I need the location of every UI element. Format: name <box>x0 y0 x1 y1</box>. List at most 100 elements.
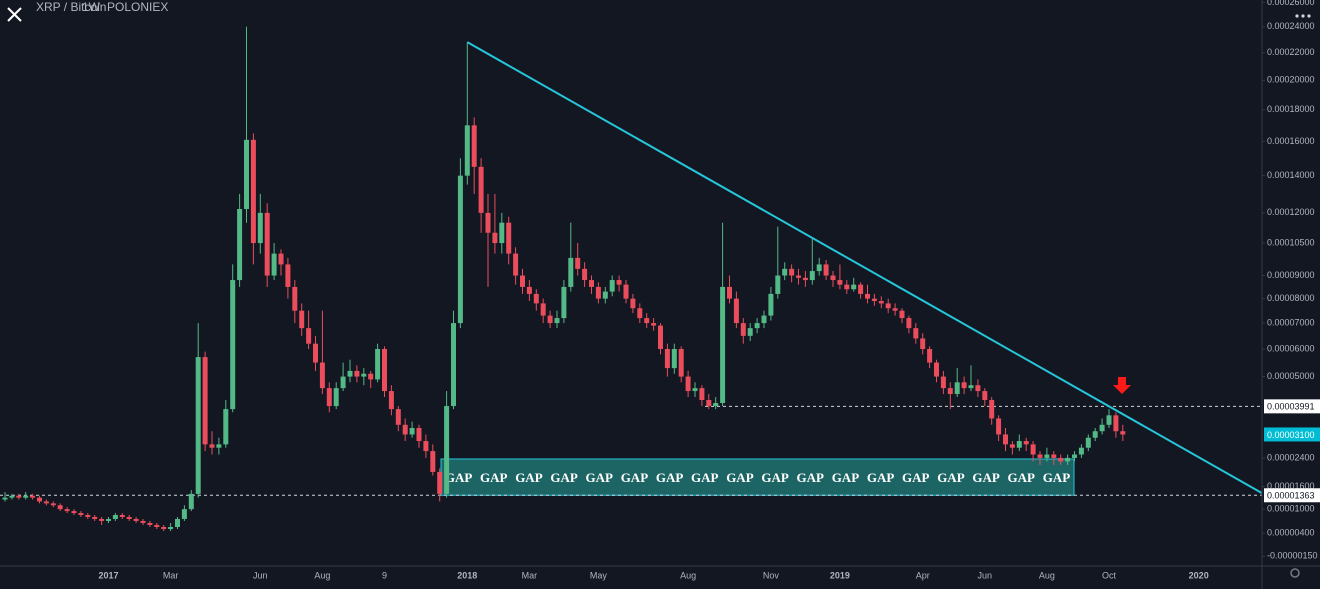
candle-body <box>1113 415 1119 432</box>
gap-label: GAP <box>797 470 825 485</box>
close-button[interactable] <box>7 7 22 22</box>
candle-body <box>140 520 146 523</box>
gap-label: GAP <box>1008 470 1036 485</box>
candle-body <box>727 286 732 299</box>
close-icon <box>7 7 22 22</box>
candle-body <box>112 515 118 519</box>
candle-body <box>996 418 1002 435</box>
candle-body <box>319 362 325 389</box>
x-tick-label: Jun <box>978 570 993 580</box>
candle-body <box>547 315 553 324</box>
candle-body <box>175 518 180 527</box>
menu-dot <box>1301 14 1305 18</box>
candle-body <box>1016 441 1022 448</box>
candle-body <box>326 388 332 407</box>
candle-body <box>1099 424 1105 432</box>
candle-body <box>423 441 429 452</box>
candle-body <box>816 264 822 272</box>
candle-body <box>99 518 105 521</box>
candle-body <box>237 209 243 281</box>
x-tick-label: Apr <box>916 570 930 580</box>
candle-body <box>368 373 374 380</box>
candle-body <box>85 515 91 517</box>
candle-body <box>1030 444 1036 455</box>
candle-body <box>947 388 953 395</box>
candle-body <box>575 257 581 269</box>
candle-body <box>106 518 111 521</box>
candle-body <box>209 444 215 448</box>
candle-body <box>30 495 36 498</box>
price-label: 0.00001363 <box>1267 491 1315 501</box>
candle-body <box>699 388 705 401</box>
price-label-box <box>1264 488 1320 503</box>
candle-body <box>37 497 42 502</box>
menu-button[interactable] <box>1295 14 1311 18</box>
candle-body <box>1120 431 1126 435</box>
candle-body <box>892 308 898 311</box>
gap-label: GAP <box>691 470 719 485</box>
gap-label: GAP <box>937 470 965 485</box>
candle-body <box>796 275 801 278</box>
candle-body <box>878 301 884 304</box>
candle-body <box>658 325 663 349</box>
down-arrow <box>1113 377 1131 394</box>
settings-button[interactable] <box>1290 568 1300 578</box>
candle-body <box>471 125 477 167</box>
y-tick-label: 0.00001000 <box>1267 504 1315 514</box>
gap-label: GAP <box>586 470 614 485</box>
menu-dot <box>1295 14 1299 18</box>
x-tick-label: 2020 <box>1189 570 1209 580</box>
candle-body <box>437 471 443 494</box>
candle-body <box>899 310 905 319</box>
candle-body <box>264 212 270 276</box>
candle-body <box>706 400 712 407</box>
candle-body <box>540 303 546 316</box>
candle-body <box>823 264 829 276</box>
y-tick-label: 0.00002400 <box>1267 452 1315 462</box>
candle-body <box>409 427 415 435</box>
candle-body <box>181 509 187 519</box>
candle-body <box>713 403 719 407</box>
candle-body <box>513 253 519 276</box>
x-tick-label: Nov <box>763 570 780 580</box>
gap-label: GAP <box>972 470 1000 485</box>
candle-body <box>2 497 8 500</box>
candle-body <box>927 348 933 363</box>
candle-body <box>989 400 995 419</box>
candle-body <box>492 232 498 244</box>
candle-body <box>1009 444 1015 448</box>
candle-body <box>982 391 988 401</box>
candle-body <box>340 376 346 389</box>
y-tick-label: 0.00024000 <box>1267 21 1315 31</box>
x-tick-label: May <box>590 570 608 580</box>
exchange: POLONIEX <box>107 0 168 14</box>
candle-body <box>637 308 643 319</box>
candle-body <box>306 328 312 344</box>
candle-body <box>478 166 484 213</box>
candle-body <box>595 286 601 299</box>
candle-body <box>271 253 277 276</box>
candle-body <box>802 277 808 281</box>
gap-label: GAP <box>761 470 789 485</box>
y-tick-label: 0.00005000 <box>1267 371 1315 381</box>
candle-body <box>1003 434 1008 445</box>
candle-body <box>809 271 815 281</box>
candle-body <box>747 328 753 336</box>
candle-body <box>147 522 153 525</box>
candle-body <box>223 409 229 445</box>
price-label: 0.00003991 <box>1267 402 1315 412</box>
settings-icon <box>1290 568 1300 578</box>
candle-body <box>630 298 636 309</box>
candle-body <box>754 323 760 329</box>
candle-body <box>761 315 767 324</box>
candle-body <box>740 323 746 336</box>
y-tick-label: 0.00007000 <box>1267 317 1315 327</box>
x-tick-label: 9 <box>382 570 387 580</box>
interval: 1W <box>82 0 101 14</box>
candle-body <box>1072 454 1077 458</box>
y-tick-label: 0.00006000 <box>1267 343 1315 353</box>
y-tick-label: 0.00000400 <box>1267 527 1315 537</box>
candle-body <box>161 526 167 530</box>
candle-body <box>168 526 174 530</box>
candle-body <box>464 125 470 176</box>
